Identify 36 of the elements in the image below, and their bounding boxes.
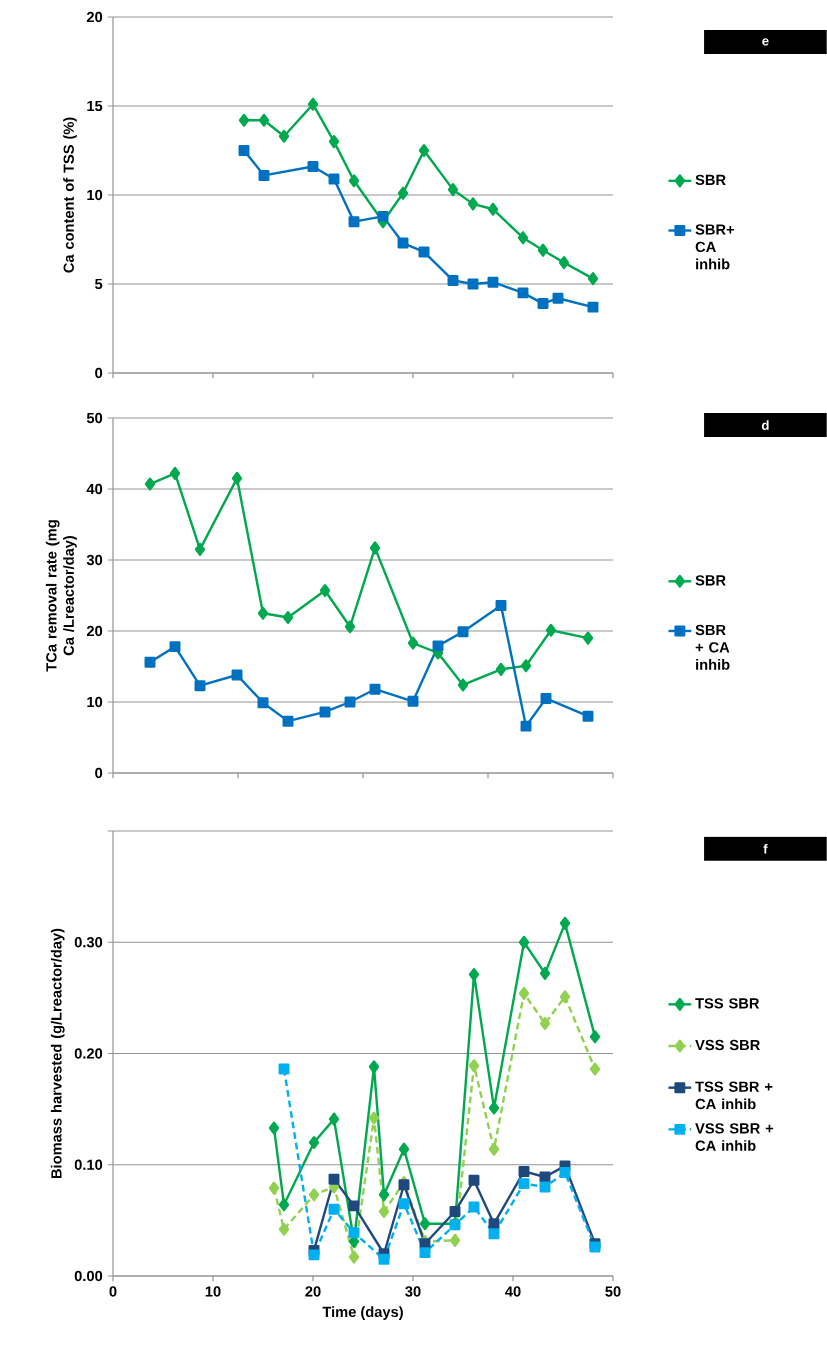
x-tick-label: 50 [605, 1286, 621, 1297]
y-tick-label: 50 [86, 412, 103, 424]
text: f [763, 843, 768, 854]
legend-label: TSS SBR + CA inhib [695, 1081, 773, 1110]
text: d [761, 420, 769, 430]
x-tick-label: 40 [505, 1286, 521, 1297]
legend-label: VSS SBR [695, 1039, 760, 1051]
y-tick-label: 30 [86, 554, 103, 566]
y-axis-title: Ca content of TSS (%) [63, 117, 77, 273]
x-tick-label: 30 [405, 1286, 421, 1297]
y-tick-label: 0.20 [74, 1048, 103, 1059]
y-tick-label: 15 [87, 100, 103, 112]
legend-label: SBR [695, 174, 726, 186]
y-tick-label: 40 [86, 483, 103, 495]
y-tick-label: 5 [95, 278, 103, 290]
y-tick-label: 10 [87, 696, 103, 708]
legend-label: TSS SBR [695, 998, 760, 1009]
y-tick-label: 20 [86, 625, 103, 637]
y-axis-title: TCa removal rate (mg Ca /Lreactor/day) [45, 520, 77, 672]
legend-label: SBR+ CA inhib [695, 224, 735, 270]
text: e [762, 38, 769, 46]
x-tick-label: 10 [205, 1286, 221, 1297]
y-axis-title: Biomass harvested (g/Lreactor/day) [50, 928, 65, 1179]
y-tick-label: 0.30 [74, 937, 103, 948]
x-tick-label: 0 [109, 1286, 117, 1297]
y-tick-label: 0 [95, 367, 103, 379]
y-tick-label: 0.00 [74, 1270, 103, 1282]
y-tick-label: 0.10 [74, 1159, 103, 1170]
x-axis-title: Time (days) [322, 1306, 403, 1320]
legend-label: SBR + CA inhib [695, 624, 730, 670]
legend-label: VSS SBR + CA inhib [695, 1123, 774, 1151]
y-tick-label: 0 [95, 767, 103, 779]
y-tick-label: 10 [87, 189, 103, 201]
x-tick-label: 20 [305, 1286, 321, 1297]
legend-label: SBR [695, 575, 726, 586]
y-tick-label: 20 [86, 11, 103, 23]
